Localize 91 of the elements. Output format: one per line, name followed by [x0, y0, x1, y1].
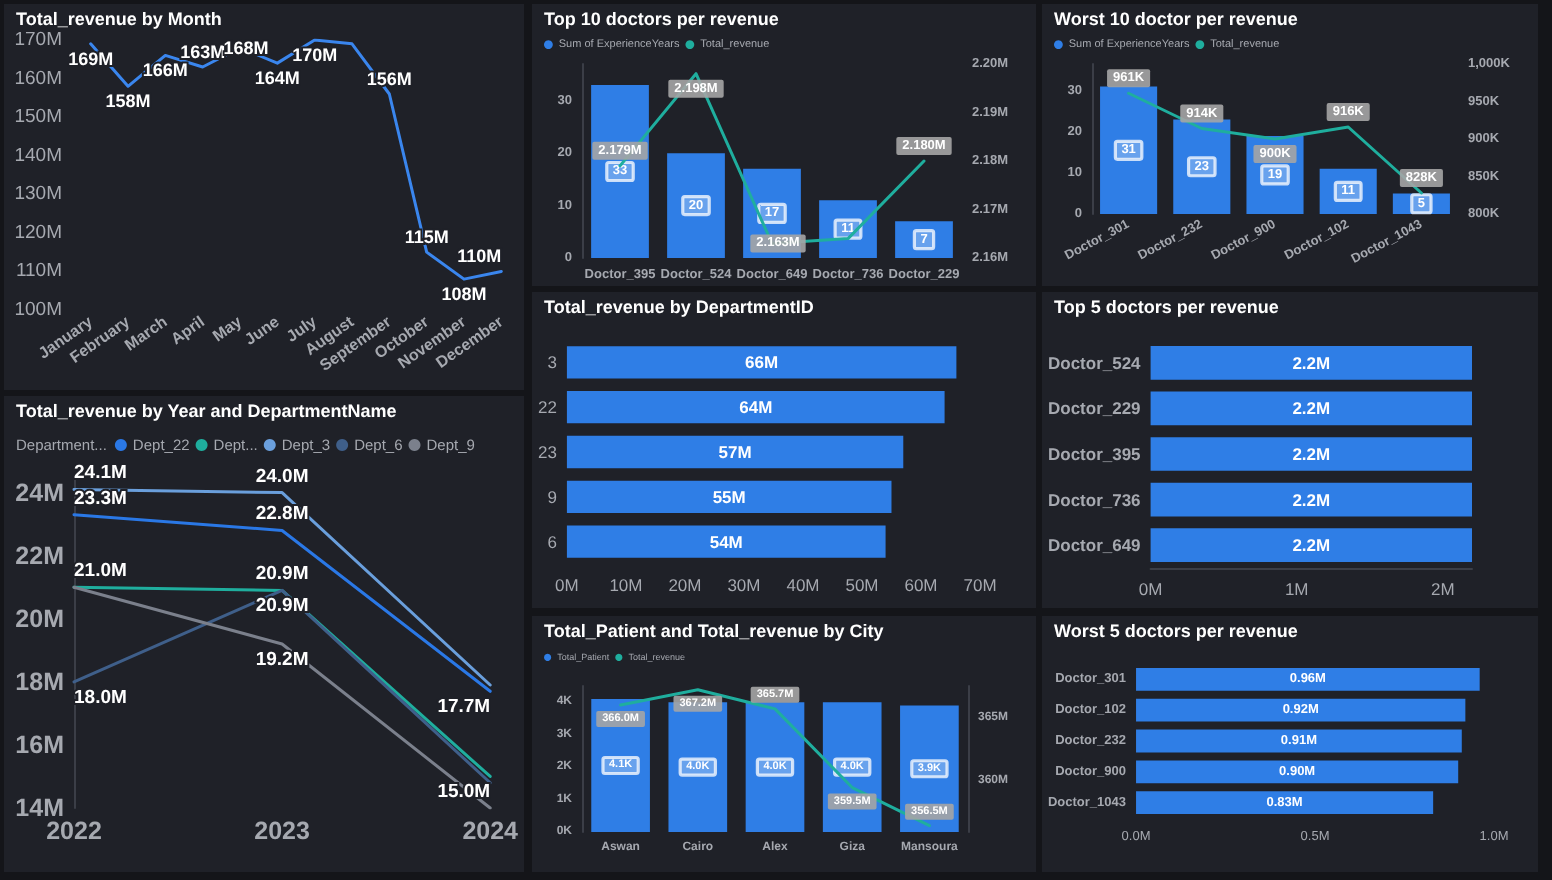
data-label: 55M [712, 486, 746, 507]
data-label: 57M [718, 442, 752, 462]
y-tick-label: 120M [14, 221, 63, 244]
y-tick-label: 160M [14, 67, 63, 90]
bar [1136, 668, 1480, 691]
bar [566, 525, 886, 558]
y-tick-label: 6 [547, 531, 558, 552]
x-tick-label: 10M [609, 575, 643, 595]
chart-title: Total_revenue by Year and DepartmentName [16, 401, 397, 421]
chart-title: Top 5 doctors per revenue [1054, 297, 1279, 317]
y-tick-label: 22 [537, 397, 558, 418]
data-label: 170M [292, 45, 338, 65]
data-label: 2.2M [1292, 352, 1331, 373]
y-tick-label: 170M [14, 29, 63, 51]
data-label: 2.2M [1292, 535, 1331, 556]
x-tick-label: 0M [555, 575, 579, 595]
chart-title: Total_Patient and Total_revenue by City [544, 621, 884, 641]
x-tick-label: 60M [904, 575, 938, 595]
x-tick-label: 1M [1284, 579, 1309, 599]
y-tick-label: 140M [14, 144, 63, 167]
chart-title: Total_revenue by Month [16, 9, 222, 29]
data-label: 66M [745, 352, 779, 373]
data-label: 108M [441, 284, 487, 305]
bar [1392, 193, 1450, 214]
bar [1136, 698, 1466, 722]
x-tick-label: 0M [1138, 579, 1163, 599]
x-tick-label: 50M [845, 575, 879, 595]
y-tick-label: 18M [15, 667, 64, 696]
data-label: 2.2M [1292, 489, 1331, 510]
y-tick-label: 16M [15, 730, 64, 759]
data-label: 19.2M [255, 649, 309, 671]
data-label: 2.2M [1292, 444, 1331, 464]
x-tick-label: 2M [1430, 579, 1455, 599]
chart-title: Worst 10 doctor per revenue [1054, 9, 1298, 29]
y-tick-label: 110M [15, 260, 63, 283]
bar [667, 153, 725, 258]
y-tick-label: 24M [15, 478, 64, 507]
data-label: 17.7M [437, 696, 491, 719]
bar [819, 200, 877, 258]
data-label: 21.0M [74, 560, 127, 583]
y-tick-label: 9 [547, 486, 558, 507]
x-tick-label: 70M [963, 575, 997, 595]
data-label: 163M [180, 42, 226, 62]
data-label: 54M [709, 531, 743, 552]
x-tick-label: 40M [786, 575, 820, 595]
bar [591, 84, 649, 258]
data-label: 158M [105, 91, 151, 112]
bar [1136, 729, 1462, 753]
y-tick-label: Doctor_229 [1047, 398, 1142, 419]
data-label: 20.9M [255, 595, 309, 618]
data-label: 110M [457, 246, 502, 267]
y-tick-label: 100M [14, 299, 63, 321]
data-label: 24.1M [74, 462, 127, 485]
bar [895, 221, 953, 258]
y-tick-label: Doctor_649 [1047, 535, 1142, 556]
data-label: 23.3M [74, 487, 127, 510]
x-tick-label: May [209, 312, 247, 346]
y-tick-label: 130M [14, 183, 63, 206]
x-tick-label: June [241, 312, 284, 349]
bar [566, 435, 904, 469]
y-tick-label: 22M [15, 541, 64, 570]
data-label: 24.0M [255, 465, 309, 488]
y-tick-label: 3 [547, 352, 558, 373]
bar [1319, 168, 1377, 214]
chart-title: Total_revenue by DepartmentID [544, 297, 815, 317]
data-label: 22.8M [255, 503, 309, 526]
y-tick-label: 23 [537, 442, 558, 462]
x-tick-label: 2022 [46, 817, 102, 845]
y-tick-label: Doctor_395 [1047, 444, 1142, 464]
y-tick-label: Doctor_736 [1047, 489, 1142, 510]
y-tick-label: 150M [14, 106, 63, 129]
bar [566, 391, 945, 424]
x-tick-label: 30M [727, 575, 761, 595]
bar [1136, 791, 1434, 814]
data-label: 64M [739, 397, 773, 418]
y-tick-label: 20M [15, 604, 64, 633]
chart-title: Top 10 doctors per revenue [544, 9, 779, 29]
data-label: 20.9M [255, 563, 309, 586]
bar [566, 346, 957, 379]
y-tick-label: 14M [15, 794, 64, 822]
bar [1136, 760, 1459, 784]
chart-title: Worst 5 doctors per revenue [1054, 621, 1298, 641]
data-label: 15.0M [437, 781, 491, 804]
data-label: 18.0M [74, 686, 127, 709]
x-tick-label: 20M [668, 575, 702, 595]
data-label: 166M [142, 60, 188, 81]
bar [566, 480, 892, 513]
x-tick-label: 2024 [462, 817, 519, 845]
x-tick-label: 2023 [254, 817, 310, 845]
data-label: 164M [254, 68, 300, 89]
data-label: 2.2M [1292, 398, 1331, 419]
